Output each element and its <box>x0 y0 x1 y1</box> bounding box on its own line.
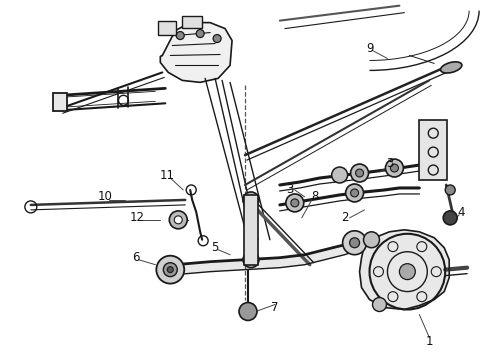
Text: 8: 8 <box>311 190 318 203</box>
Text: 9: 9 <box>366 42 373 55</box>
Circle shape <box>386 159 403 177</box>
FancyBboxPatch shape <box>53 93 67 111</box>
FancyBboxPatch shape <box>244 195 258 265</box>
Text: 4: 4 <box>457 206 465 219</box>
Circle shape <box>176 32 184 40</box>
Circle shape <box>174 216 182 224</box>
Text: 5: 5 <box>211 241 219 254</box>
Circle shape <box>391 164 398 172</box>
Circle shape <box>239 302 257 320</box>
Text: 12: 12 <box>130 211 145 224</box>
Circle shape <box>286 194 304 212</box>
FancyBboxPatch shape <box>158 21 176 35</box>
Circle shape <box>356 169 364 177</box>
Circle shape <box>364 232 379 248</box>
Circle shape <box>291 199 299 207</box>
Text: 3: 3 <box>286 184 294 197</box>
Circle shape <box>445 185 455 195</box>
Circle shape <box>349 238 360 248</box>
Circle shape <box>196 30 204 37</box>
Circle shape <box>163 263 177 276</box>
FancyBboxPatch shape <box>419 120 447 180</box>
Circle shape <box>350 164 368 182</box>
Text: 2: 2 <box>341 211 348 224</box>
Text: 7: 7 <box>271 301 279 314</box>
Text: 10: 10 <box>98 190 113 203</box>
Polygon shape <box>360 230 449 310</box>
Circle shape <box>372 298 387 311</box>
Circle shape <box>167 267 173 273</box>
Circle shape <box>243 192 259 208</box>
Text: 3: 3 <box>386 157 393 170</box>
Polygon shape <box>160 23 232 82</box>
Text: 6: 6 <box>132 251 139 264</box>
Circle shape <box>345 184 364 202</box>
Circle shape <box>443 211 457 225</box>
Polygon shape <box>175 238 369 275</box>
Circle shape <box>399 264 416 280</box>
Circle shape <box>350 189 359 197</box>
Circle shape <box>343 231 367 255</box>
Circle shape <box>243 252 259 268</box>
Circle shape <box>213 35 221 42</box>
Ellipse shape <box>441 62 462 73</box>
Circle shape <box>169 211 187 229</box>
Text: 1: 1 <box>425 335 433 348</box>
Circle shape <box>156 256 184 284</box>
Text: 11: 11 <box>160 168 175 181</box>
FancyBboxPatch shape <box>182 15 202 28</box>
Circle shape <box>332 167 347 183</box>
